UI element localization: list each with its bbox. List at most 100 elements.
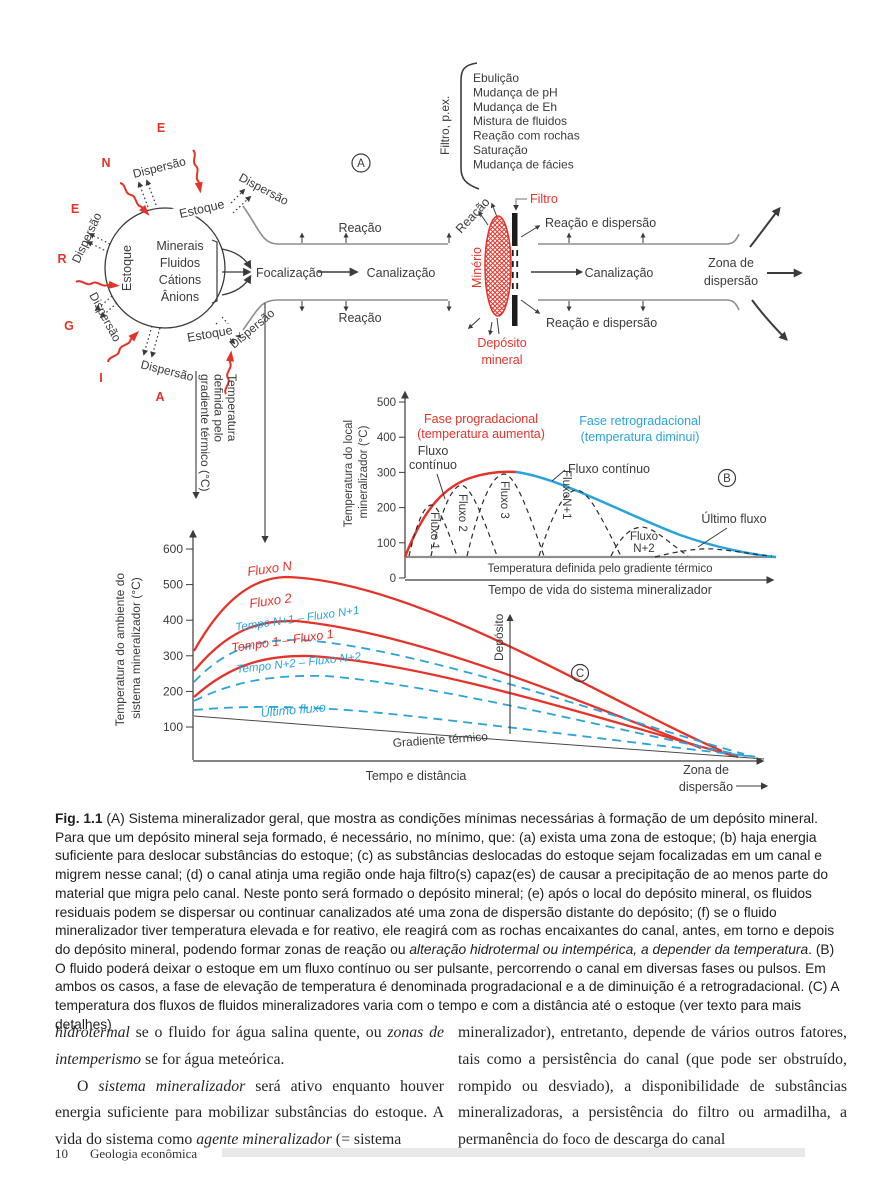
text-segment: alteração hidrotermal ou intempérica, a … bbox=[409, 941, 809, 957]
fase-retrogradacional-label: Fase retrogradacional bbox=[579, 414, 701, 428]
fluxo-n2-label: Fluxo bbox=[630, 531, 658, 543]
c-fluxo-n-label: Fluxo N bbox=[246, 558, 293, 579]
c-y-ticks bbox=[186, 548, 193, 728]
body-columns: hidrotermal se o fluido for água salina … bbox=[55, 1020, 847, 1154]
fluxo-continuo-left-label: contínuo bbox=[409, 458, 457, 472]
paragraph: O sistema mineralizador será ativo enqua… bbox=[55, 1074, 444, 1154]
b-y-axis-label: Temperatura do local mineralizador (°C) bbox=[343, 417, 370, 528]
fluxo-3-label: Fluxo 3 bbox=[498, 481, 510, 519]
b-tick-label: 200 bbox=[377, 503, 396, 515]
fluxo-n2-label: N+2 bbox=[633, 543, 654, 555]
svg-text:Fluidos: Fluidos bbox=[160, 256, 200, 270]
svg-text:N: N bbox=[101, 156, 110, 170]
b-y-ticks bbox=[399, 401, 405, 579]
svg-text:E: E bbox=[71, 202, 79, 216]
fase-progradacional-label: (temperatura aumenta) bbox=[417, 427, 545, 441]
c-zona-dispersao-label: dispersão bbox=[679, 780, 733, 794]
filter-item: Mistura de fluidos bbox=[473, 114, 567, 128]
filtro-label: Filtro bbox=[530, 192, 558, 206]
dispersao-label: Dispersão bbox=[131, 154, 187, 181]
svg-text:A: A bbox=[155, 390, 164, 404]
figure-caption: Fig. 1.1 (A) Sistema mineralizador geral… bbox=[55, 810, 847, 1034]
dispersal-exit-arrows bbox=[749, 206, 803, 341]
c-blue-flux-curves bbox=[193, 639, 760, 758]
c-tick-label: 200 bbox=[163, 684, 183, 698]
reaction-tick-arrows bbox=[299, 232, 646, 312]
c-red-flux-curves bbox=[192, 575, 739, 759]
svg-text:R: R bbox=[57, 252, 66, 266]
figure-caption-text: (A) Sistema mineralizador geral, que mos… bbox=[55, 811, 839, 1032]
c-gradiente-termico-label: Gradiente térmico bbox=[392, 729, 488, 750]
text-segment: agente mineralizador bbox=[196, 1131, 332, 1149]
filter-item: Reação com rochas bbox=[473, 129, 580, 143]
estoque-label-left: Estoque bbox=[120, 239, 134, 297]
fluxo-continuo-left-pointer bbox=[436, 473, 446, 500]
c-fluxo-2-label: Fluxo 2 bbox=[248, 590, 293, 611]
filter-zone-arrows bbox=[467, 202, 541, 336]
c-y-axis-label: Temperatura do ambiente do sistema miner… bbox=[113, 570, 143, 727]
c-zona-dispersao-label: Zona de bbox=[683, 763, 729, 777]
panel-a-badge: A bbox=[351, 153, 371, 173]
c-ultimo-fluxo-label: Último fluxo bbox=[260, 699, 326, 720]
dispersao-label: Dispersão bbox=[139, 357, 195, 384]
filter-brace bbox=[460, 62, 480, 190]
c-x-axis-label: Tempo e distância bbox=[366, 769, 467, 783]
stock-circle bbox=[104, 207, 226, 329]
b-x-label-2: Tempo de vida do sistema mineralizador bbox=[488, 583, 712, 597]
fluxo-continuo-right-label: Fluxo contínuo bbox=[568, 462, 650, 476]
zona-dispersao-label: Zona de bbox=[708, 256, 754, 270]
filter-item: Ebulição bbox=[473, 71, 519, 85]
stock-contents: Minerais Fluidos Cátions Ânions bbox=[156, 239, 203, 304]
text-segment: será ativo enquanto houver energia sufic… bbox=[55, 1077, 444, 1149]
paragraph: hidrotermal se o fluido for água salina … bbox=[55, 1020, 444, 1074]
ore-body-ellipse bbox=[484, 215, 512, 317]
running-book-title: Geologia econômica bbox=[90, 1146, 198, 1161]
reacao-label-top: Reação bbox=[338, 221, 381, 235]
panel-c-badge: C bbox=[570, 663, 590, 683]
body-right-column: mineralizador), entretanto, depende de v… bbox=[458, 1020, 847, 1154]
fase-progradacional-label: Fase progradacional bbox=[424, 412, 538, 426]
svg-text:Estoque: Estoque bbox=[120, 245, 134, 291]
paragraph: mineralizador), entretanto, depende de v… bbox=[458, 1020, 847, 1154]
zona-dispersao-label: dispersão bbox=[704, 274, 758, 288]
fluxo-2-label: Fluxo 2 bbox=[456, 494, 468, 532]
body-left-column: hidrotermal se o fluido for água salina … bbox=[55, 1020, 444, 1154]
figure-1-1-diagram: Filtro, p.ex. Ebulição Mudança de pH Mud… bbox=[57, 62, 803, 794]
text-segment: se o fluido for água salina quente, ou bbox=[129, 1024, 388, 1041]
ultimo-fluxo-label: Último fluxo bbox=[701, 511, 766, 526]
panel-b-badge: B bbox=[717, 468, 737, 488]
svg-text:Cátions: Cátions bbox=[159, 273, 201, 287]
filter-bar bbox=[511, 213, 519, 326]
filter-item: Saturação bbox=[473, 143, 528, 157]
filter-box-title: Filtro, p.ex. bbox=[438, 96, 452, 155]
page-number: 10 bbox=[55, 1146, 68, 1161]
c-tick-label: 500 bbox=[163, 578, 183, 592]
text-segment: mineralizador), entretanto, depende de v… bbox=[458, 1024, 847, 1149]
reacao-label-bottom: Reação bbox=[338, 311, 381, 325]
svg-text:Estoque: Estoque bbox=[178, 197, 226, 221]
reacao-dispersao-top: Reação e dispersão bbox=[545, 216, 656, 230]
focus-arrows bbox=[221, 248, 252, 296]
c-deposito-label: Depósito bbox=[492, 613, 506, 661]
svg-text:I: I bbox=[99, 371, 102, 385]
dispersao-label: Dispersão bbox=[86, 290, 124, 345]
channel-lines bbox=[242, 205, 740, 331]
c-tick-label: 300 bbox=[163, 649, 183, 663]
stock-bracket bbox=[211, 239, 218, 304]
c-tick-label: 100 bbox=[163, 720, 183, 734]
energia-letters: E N E R G I A bbox=[57, 121, 165, 404]
b-prograding-curve bbox=[403, 470, 517, 558]
text-segment: hidrotermal bbox=[55, 1024, 130, 1041]
fluxo-1-label: Fluxo 1 bbox=[428, 512, 440, 550]
c-thermal-gradient-line bbox=[193, 715, 765, 760]
b-tick-label: 0 bbox=[390, 573, 396, 585]
b-tick-label: 400 bbox=[377, 432, 396, 444]
dispersao-label: Dispersão bbox=[69, 210, 105, 265]
minerio-label: Minério bbox=[470, 247, 484, 288]
fluxo-continuo-left-label: Fluxo bbox=[418, 444, 449, 458]
c-tempo-n2-label: Tempo N+2 – Fluxo N+2 bbox=[236, 651, 362, 676]
footer-decorative-bar bbox=[222, 1148, 805, 1157]
svg-text:A: A bbox=[357, 158, 365, 170]
svg-text:Estoque: Estoque bbox=[186, 323, 234, 345]
